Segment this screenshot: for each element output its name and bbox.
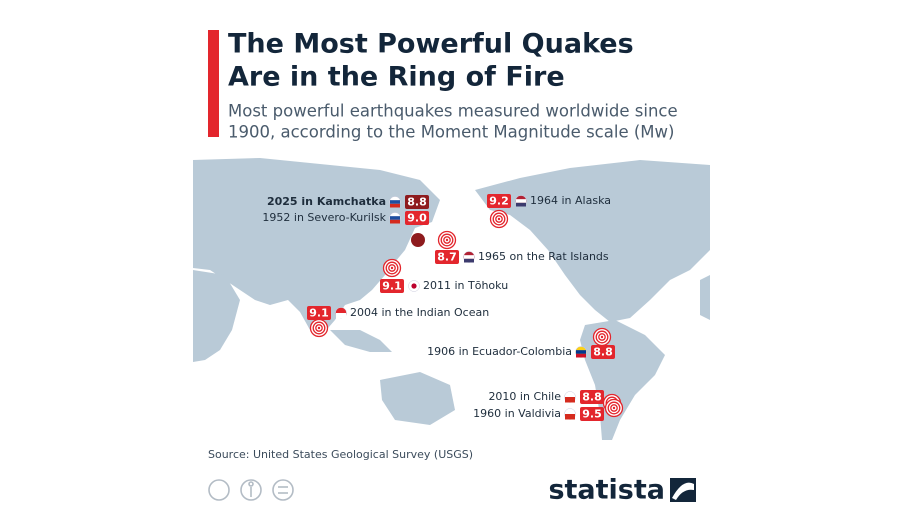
magnitude-badge [435,250,459,264]
magnitude-badge [405,195,429,209]
quake-marker [437,230,457,250]
magnitude: 9.1 [382,280,402,293]
flag [390,200,400,204]
subtitle: 1900, according to the Moment Magnitude … [228,123,674,142]
quake-label: 1952 in Severo-Kurilsk [262,211,386,224]
quake-marker [411,233,425,247]
flag [464,258,474,263]
magnitude: 9.2 [489,195,509,208]
magnitude: 8.8 [593,346,613,359]
magnitude-badge [405,211,429,225]
flag [576,353,586,358]
title: The Most Powerful Quakes [228,29,634,60]
quake-label: 1964 in Alaska [530,194,611,207]
quake-label: 2025 in Kamchatka [267,195,386,208]
quake-marker [309,318,329,338]
quake-marker [382,258,402,278]
subtitle: Most powerful earthquakes measured world… [228,102,678,121]
flag [565,397,575,403]
magnitude-badge [487,194,511,208]
quake-marker [489,209,509,229]
title: Are in the Ring of Fire [228,62,565,93]
flag [390,203,400,208]
magnitude: 9.5 [582,408,602,421]
magnitude-badge [591,345,615,359]
quake-label: 1906 in Ecuador-Colombia [427,345,572,358]
magnitude: 9.0 [407,212,427,225]
accent-bar [208,30,219,137]
quake-label: 1965 on the Rat Islands [478,250,609,263]
magnitude-badge [380,279,404,293]
flag [576,350,586,354]
quake-label: 2011 in Tōhoku [423,279,508,292]
quake-label: 2004 in the Indian Ocean [350,306,489,319]
quake-marker [604,398,624,418]
brand: statista [548,475,665,506]
magnitude-badge [580,390,604,404]
flag [390,219,400,224]
flag [336,313,346,319]
flag [516,199,526,203]
magnitude: 8.7 [437,251,457,264]
quake-label: 1960 in Valdivia [473,407,561,420]
flag [565,414,575,420]
magnitude: 8.8 [582,391,602,404]
magnitude: 8.8 [407,196,427,209]
flag [411,283,417,289]
markers [309,209,624,418]
flag [390,216,400,220]
flag [516,202,526,207]
magnitude-badge [580,407,604,421]
magnitude-badge [307,306,331,320]
magnitude: 9.1 [309,307,329,320]
flag [464,255,474,259]
license-icons [208,479,294,501]
quake-marker [592,327,612,347]
quake-labels: 8.8 2025 in Kamchatka 9.0 1952 in Severo-Ku… [262,194,615,421]
quake-label: 2010 in Chile [488,390,561,403]
brand-logo [670,478,696,502]
source: Source: United States Geological Survey … [208,448,473,461]
